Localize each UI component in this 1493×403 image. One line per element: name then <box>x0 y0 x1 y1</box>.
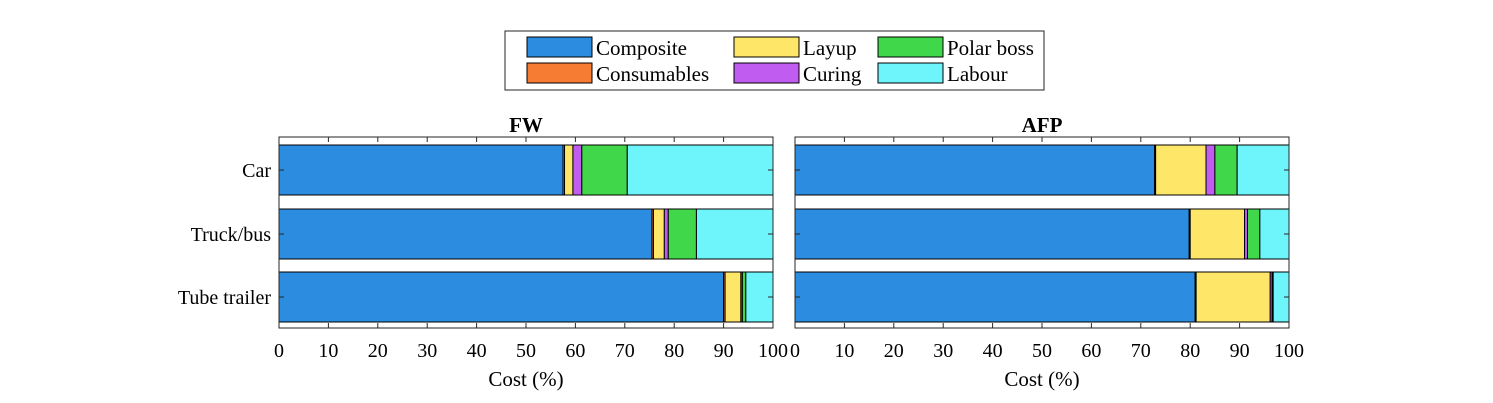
legend-swatch-composite <box>526 36 593 58</box>
bar-fw-truck-bus-labour <box>695 208 774 260</box>
legend: Composite Layup Polar boss Consumables Curin… <box>504 30 1045 91</box>
bar-afp-car-layup <box>1155 144 1207 196</box>
legend-swatch-labour <box>877 62 944 84</box>
bar-fw-car-layup <box>564 144 574 196</box>
x-tick-label-afp-30: 30 <box>933 340 953 362</box>
chart-title-fw: FW <box>509 113 543 137</box>
x-tick-label-afp-0: 0 <box>790 340 800 362</box>
x-axis-label-afp: Cost (%) <box>1004 367 1079 391</box>
x-tick-label-fw-20: 20 <box>368 340 388 362</box>
x-tick-label-fw-40: 40 <box>467 340 487 362</box>
bar-afp-car-composite <box>794 144 1156 196</box>
legend-swatch-consumables <box>526 62 593 84</box>
bar-afp-car-curing <box>1205 144 1216 196</box>
bar-fw-car-polar-boss <box>581 144 628 196</box>
x-tick-label-afp-90: 90 <box>1230 340 1250 362</box>
y-category-label-tube-trailer: Tube trailer <box>178 287 271 309</box>
x-tick-label-fw-90: 90 <box>714 340 734 362</box>
bar-afp-car-labour <box>1236 144 1290 196</box>
chart-title-afp: AFP <box>1022 113 1063 137</box>
bar-afp-tube-trailer-layup <box>1195 271 1271 323</box>
x-tick-label-fw-0: 0 <box>274 340 284 362</box>
x-tick-label-afp-60: 60 <box>1081 340 1101 362</box>
x-tick-label-fw-50: 50 <box>516 340 536 362</box>
afp-panel: AFP 0 10 20 30 40 50 60 70 80 90 100 Cost (%) <box>790 113 1304 391</box>
bar-fw-truck-bus-layup <box>652 208 665 260</box>
x-tick-label-afp-20: 20 <box>884 340 904 362</box>
x-tick-label-afp-70: 70 <box>1131 340 1151 362</box>
x-tick-label-fw-70: 70 <box>615 340 635 362</box>
legend-label-polar-boss: Polar boss <box>947 36 1034 60</box>
bar-fw-tube-trailer-polar-boss <box>741 271 747 323</box>
fw-panel: FW 0 10 20 30 40 50 60 70 80 90 100 Car Truck/bus Tube… <box>178 113 788 391</box>
x-tick-label-fw-80: 80 <box>664 340 684 362</box>
y-category-label-truck-bus: Truck/bus <box>191 224 272 246</box>
x-tick-label-afp-50: 50 <box>1032 340 1052 362</box>
bar-fw-tube-trailer-composite <box>278 271 725 323</box>
legend-label-layup: Layup <box>803 36 857 60</box>
legend-label-consumables: Consumables <box>596 62 709 86</box>
y-category-label-car: Car <box>242 160 271 182</box>
bar-afp-car-polar-boss <box>1214 144 1238 196</box>
x-tick-label-fw-100: 100 <box>758 340 788 362</box>
x-axis-label-fw: Cost (%) <box>488 367 563 391</box>
x-tick-label-afp-40: 40 <box>983 340 1003 362</box>
bar-fw-truck-bus-polar-boss <box>667 208 697 260</box>
bar-afp-truck-bus-polar-boss <box>1247 208 1261 260</box>
bar-afp-tube-trailer-composite <box>794 271 1196 323</box>
x-tick-label-afp-80: 80 <box>1180 340 1200 362</box>
legend-label-labour: Labour <box>947 62 1008 86</box>
bar-fw-truck-bus-curing <box>663 208 669 260</box>
bar-fw-car-curing <box>572 144 583 196</box>
x-tick-label-fw-60: 60 <box>565 340 585 362</box>
x-tick-label-fw-30: 30 <box>417 340 437 362</box>
legend-swatch-polar-boss <box>877 36 944 58</box>
legend-label-composite: Composite <box>596 36 687 60</box>
x-tick-label-fw-10: 10 <box>318 340 338 362</box>
x-tick-label-afp-10: 10 <box>834 340 854 362</box>
bar-fw-truck-bus-composite <box>278 208 653 260</box>
legend-swatch-curing <box>733 62 800 84</box>
x-tick-label-afp-100: 100 <box>1274 340 1304 362</box>
bar-fw-car-labour <box>626 144 774 196</box>
bar-fw-car-composite <box>278 144 564 196</box>
bar-afp-truck-bus-layup <box>1189 208 1246 260</box>
bar-afp-truck-bus-composite <box>794 208 1190 260</box>
legend-label-curing: Curing <box>803 62 862 86</box>
bar-fw-tube-trailer-layup <box>724 271 742 323</box>
legend-swatch-layup <box>733 36 800 58</box>
